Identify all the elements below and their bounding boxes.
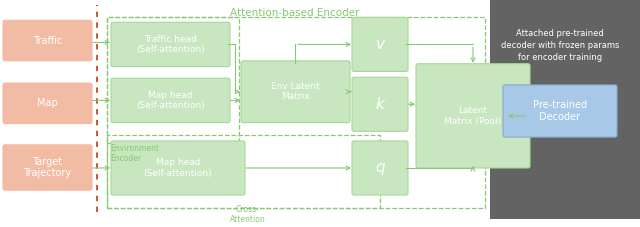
FancyBboxPatch shape — [352, 17, 408, 72]
Text: v: v — [376, 37, 385, 52]
FancyBboxPatch shape — [111, 78, 230, 123]
Text: Target
Trajectory: Target Trajectory — [24, 157, 72, 178]
FancyBboxPatch shape — [111, 22, 230, 67]
Text: Traffic: Traffic — [33, 36, 62, 46]
Text: k: k — [376, 97, 385, 112]
FancyBboxPatch shape — [3, 20, 92, 61]
Text: q: q — [375, 160, 385, 175]
FancyBboxPatch shape — [503, 85, 617, 137]
Text: Traffic head
(Self-attention): Traffic head (Self-attention) — [136, 35, 205, 54]
Text: Map: Map — [37, 98, 58, 108]
Text: Pre-trained
Decoder: Pre-trained Decoder — [533, 100, 587, 122]
FancyBboxPatch shape — [241, 61, 350, 123]
Bar — [107, 17, 485, 207]
Bar — [490, 0, 640, 219]
Bar — [107, 135, 380, 207]
FancyBboxPatch shape — [111, 141, 245, 195]
FancyBboxPatch shape — [352, 77, 408, 131]
FancyBboxPatch shape — [416, 64, 530, 168]
Text: Attached pre-trained
decoder with frozen params
for encoder training: Attached pre-trained decoder with frozen… — [501, 29, 619, 62]
Bar — [107, 17, 239, 143]
Text: Latent
Matrix (Pool): Latent Matrix (Pool) — [444, 106, 502, 126]
Text: Map head
(Self-attention): Map head (Self-attention) — [136, 91, 205, 110]
Text: Environment
Encoder: Environment Encoder — [110, 144, 159, 163]
Text: Cross-
Attention: Cross- Attention — [230, 205, 266, 224]
FancyBboxPatch shape — [3, 145, 92, 190]
FancyBboxPatch shape — [352, 141, 408, 195]
FancyBboxPatch shape — [3, 83, 92, 123]
Text: Attention-based Encoder: Attention-based Encoder — [230, 8, 360, 18]
Text: Map head
(Self-attention): Map head (Self-attention) — [144, 158, 212, 178]
Text: Env Latent
Matrix: Env Latent Matrix — [271, 82, 320, 101]
